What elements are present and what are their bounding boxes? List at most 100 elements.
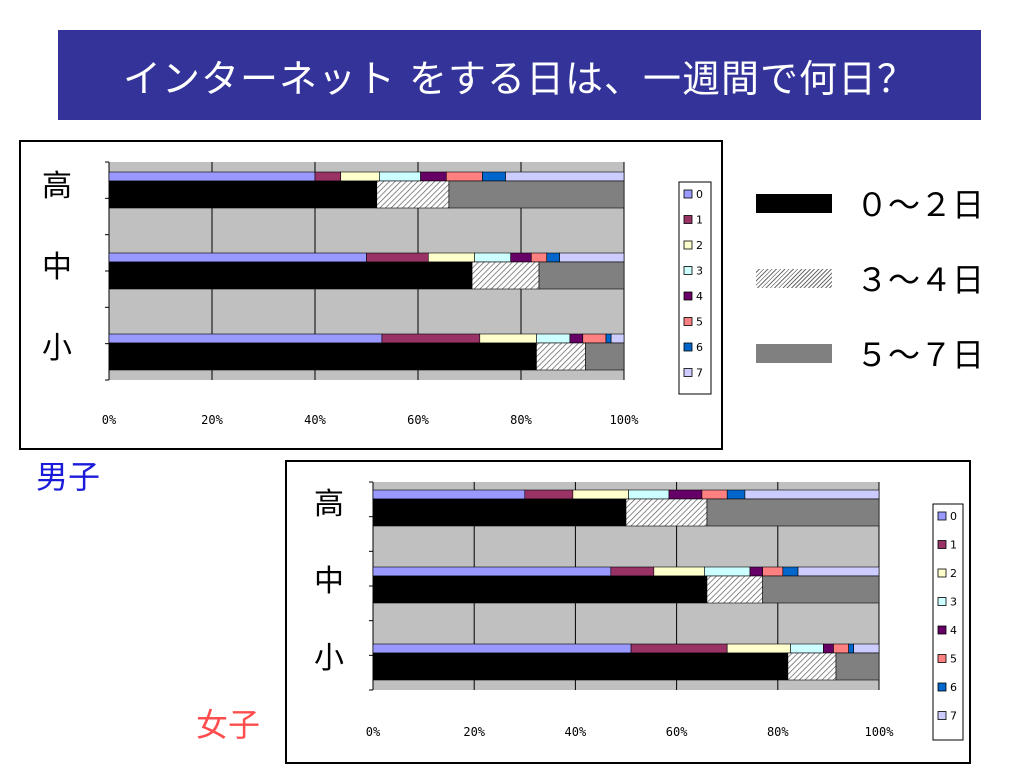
legend-label: 2: [950, 567, 957, 580]
legend-swatch-7: [683, 368, 693, 377]
x-tick-label: 80%: [767, 725, 789, 739]
legend-label: 5: [696, 316, 703, 329]
legend-label: 0: [696, 188, 703, 201]
day-segment-5: [582, 333, 607, 344]
day-segment-3: [628, 489, 670, 500]
day-segment-0: [372, 566, 612, 577]
summary-segment-1: [376, 180, 450, 209]
legend-label-5-7: ５～７日: [856, 336, 985, 374]
day-segment-3: [474, 252, 511, 263]
day-segment-4: [668, 489, 703, 500]
category-label: 小: [314, 641, 344, 676]
slide-title: インターネット をする日は、一週間で何日？: [122, 56, 917, 101]
day-segment-6: [546, 252, 560, 263]
day-segment-7: [505, 171, 625, 182]
legend-swatch-0-2: [756, 194, 832, 213]
title-bar: インターネット をする日は、一週間で何日？: [58, 30, 981, 120]
legend-label: 3: [696, 265, 703, 278]
legend-swatch-2: [683, 240, 693, 250]
day-segment-2: [653, 566, 705, 577]
x-tick-label: 20%: [463, 725, 485, 739]
legend-label: 6: [950, 681, 957, 694]
day-segment-7: [610, 333, 625, 344]
day-segment-1: [381, 333, 481, 344]
x-tick-label: 60%: [407, 413, 429, 427]
day-segment-2: [340, 171, 380, 182]
day-segment-4: [510, 252, 532, 263]
summary-segment-0: [372, 652, 789, 681]
legend-label: 7: [950, 710, 957, 723]
day-segment-2: [726, 643, 791, 654]
legend-swatch-0: [937, 511, 947, 521]
legend-swatch-2: [937, 568, 947, 578]
legend-swatch-4: [683, 291, 693, 301]
day-segment-2: [572, 489, 629, 500]
legend-label: 7: [696, 367, 703, 380]
legend-swatch-0: [683, 189, 693, 199]
legend-swatch-3: [937, 597, 947, 606]
chart-svg: 高中小 0% 20% 40% 60% 80% 100% 0 1 2 3 4 5 6 7: [42, 161, 712, 427]
day-segment-3: [379, 171, 421, 182]
x-tick-label: 0%: [102, 413, 117, 427]
legend-swatch-5: [683, 317, 693, 326]
category-label: 中: [314, 564, 344, 599]
day-segment-6: [605, 333, 612, 344]
day-segment-0: [108, 171, 316, 182]
x-tick-label: 100%: [865, 725, 895, 739]
summary-segment-0: [108, 180, 378, 209]
summary-legend-item: ５～７日: [752, 322, 992, 397]
legend-label-3-4: ３～４日: [856, 261, 985, 299]
legend-swatch-6: [937, 682, 947, 692]
legend-swatch-4: [937, 625, 947, 635]
day-segment-6: [848, 643, 855, 654]
day-segment-5: [833, 643, 849, 654]
boys-chart: 高中小 0% 20% 40% 60% 80% 100% 0 1 2 3 4 5 6 7: [19, 140, 723, 450]
day-segment-6: [726, 489, 746, 500]
legend-label-0-2: ０～２日: [856, 186, 985, 224]
summary-segment-0: [372, 575, 708, 604]
day-segment-4: [823, 643, 834, 654]
summary-segment-2: [706, 498, 880, 527]
x-tick-label: 60%: [666, 725, 688, 739]
day-segment-7: [744, 489, 880, 500]
day-segment-0: [372, 489, 526, 500]
legend-label: 4: [950, 624, 957, 637]
day-segment-4: [749, 566, 763, 577]
legend-label: 3: [950, 596, 957, 609]
day-segment-7: [797, 566, 880, 577]
legend-label: 0: [950, 510, 957, 523]
legend-swatch-5: [937, 654, 947, 663]
girls-chart: 高中小 0% 20% 40% 60% 80% 100% 0 1 2 3 4 5 6 7: [285, 460, 971, 764]
legend-label: 1: [696, 214, 703, 227]
category-label: 高: [42, 169, 72, 204]
day-legend: [932, 503, 964, 741]
legend-label: 6: [696, 341, 703, 354]
summary-segment-1: [471, 261, 540, 290]
legend-label: 4: [696, 290, 703, 303]
day-segment-1: [314, 171, 342, 182]
day-legend: [678, 181, 712, 395]
summary-segment-2: [448, 180, 625, 209]
day-segment-0: [372, 643, 632, 654]
legend-swatch-6: [683, 342, 693, 352]
x-tick-label: 40%: [304, 413, 326, 427]
summary-segment-1: [787, 652, 837, 681]
day-segment-3: [536, 333, 571, 344]
day-segment-2: [427, 252, 475, 263]
day-segment-1: [366, 252, 429, 263]
chart-svg: 高中小 0% 20% 40% 60% 80% 100% 0 1 2 3 4 5 6 7: [314, 481, 964, 741]
summary-segment-0: [108, 261, 473, 290]
category-label: 小: [42, 331, 72, 366]
summary-segment-0: [108, 342, 537, 371]
legend-swatch-1: [937, 540, 947, 549]
legend-label: 5: [950, 653, 957, 666]
legend-label: 2: [696, 239, 703, 252]
summary-legend-item: ３～４日: [752, 247, 992, 322]
summary-segment-1: [625, 498, 708, 527]
day-segment-1: [524, 489, 574, 500]
day-segment-0: [108, 333, 383, 344]
day-segment-2: [479, 333, 537, 344]
day-segment-1: [610, 566, 655, 577]
summary-legend: ０～２日 ３～４日 ５～７日: [752, 172, 992, 397]
legend-swatch-3: [683, 266, 693, 275]
